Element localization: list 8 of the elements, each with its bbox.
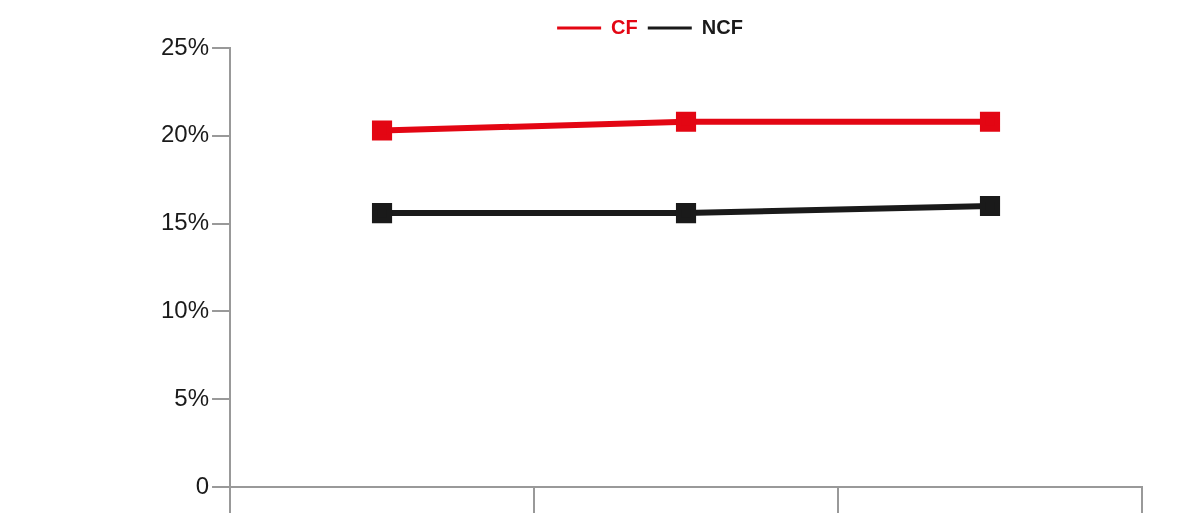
y-tick-label: 20% bbox=[160, 120, 210, 148]
y-tick-label: 25% bbox=[160, 32, 210, 60]
y-tick-label: 5% bbox=[174, 383, 210, 411]
y-tick-label: 15% bbox=[160, 208, 210, 236]
legend-label: NCF bbox=[701, 15, 743, 38]
legend-label: CF bbox=[611, 15, 638, 38]
y-tick-label: 0 bbox=[195, 471, 210, 499]
y-tick-label: 10% bbox=[160, 296, 210, 324]
